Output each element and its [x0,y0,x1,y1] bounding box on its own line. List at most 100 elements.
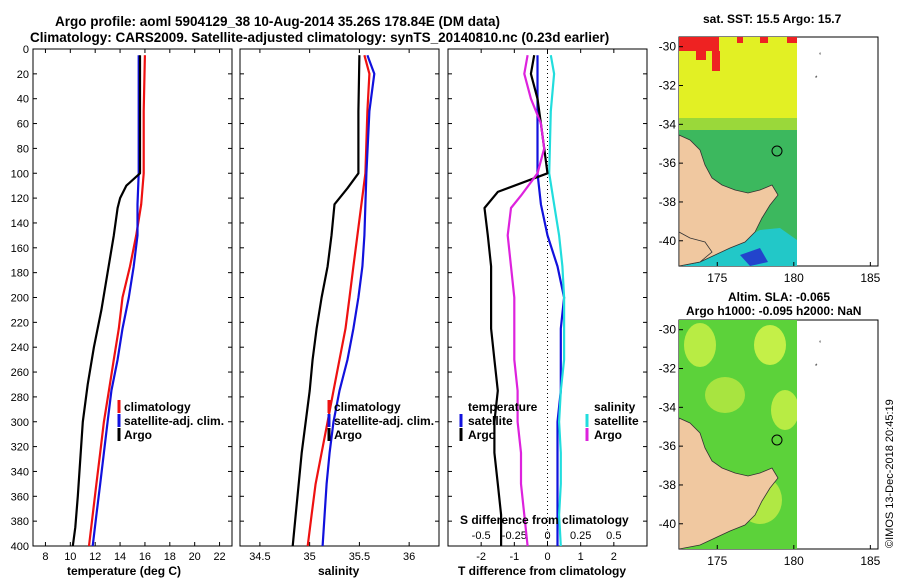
temperature-plot-frame [32,48,233,547]
salinity-series [291,54,376,547]
sla-anomaly [771,390,797,430]
island-marker: ° [819,341,822,347]
temperature-series [71,55,146,547]
series-line-t-satellite [536,55,566,546]
temperature-x-axis: 8 10 12 14 16 18 20 22 [42,49,226,563]
y-tick-label: 400 [11,541,29,553]
land-north-island [679,231,713,266]
legend-label-argo: Argo [334,428,362,442]
x-tick-label: 34.5 [249,551,270,563]
y-tick-label: 180 [11,268,29,280]
land-north-island [679,417,779,549]
salinity-y-axis [240,48,439,547]
y-tick-label: 140 [11,218,29,230]
x2-tick-label: 0.25 [570,530,591,542]
map-x-tick-label: 175 [707,271,727,285]
x-tick-label: 35.5 [349,551,370,563]
sst-warm-patch [712,51,720,71]
sla-axes: 175 180 185 -30 -32 -34 -36 -38 -40 [659,323,881,568]
y-tick-label: 160 [11,243,29,255]
island-marker: ° [819,53,822,59]
sla-map: Altim. SLA: -0.065 Argo h1000: -0.095 h2… [659,290,881,568]
temperature-y-axis: 0 20 40 60 80 100 120 140 160 180 200 220 240 260 280 3… [11,44,232,553]
argo-location-marker [771,434,783,446]
temperature-legend: climatology satellite-adj. clim. Argo [117,400,224,442]
y-tick-label: 340 [11,466,29,478]
y-tick-label: 380 [11,516,29,528]
map-y-tick-label: -30 [659,323,677,337]
sla-map-title-1: Altim. SLA: -0.065 [728,290,830,304]
credit-text: ©IMOS 13-Dec-2018 20:45:19 [884,399,896,548]
x-tick-label: 1 [578,551,584,563]
x2-tick-label: -0.25 [502,530,527,542]
y-tick-label: 280 [11,392,29,404]
legend-label-s-satellite: satellite [594,414,639,428]
argo-location-marker [771,145,783,157]
legend-label-t-argo: Argo [468,428,496,442]
y-tick-label: 360 [11,491,29,503]
x-tick-label: 20 [189,551,201,563]
legend-label-satellite: satellite-adj. clim. [334,414,434,428]
difference-x-label: T difference from climatology [458,564,626,578]
x-tick-label: 36 [403,551,415,563]
map-x-tick-label: 180 [784,554,804,568]
x-tick-label: 2 [611,551,617,563]
legend-label-satellite: satellite-adj. clim. [124,414,224,428]
y-tick-label: 60 [17,119,29,131]
map-y-tick-label: -36 [659,439,677,453]
series-line-climatology [306,54,371,547]
map-y-tick-label: -30 [659,40,677,54]
sst-axes: 175 180 185 -30 -32 -34 -36 -38 -40 [659,40,881,285]
y-tick-label: 220 [11,317,29,329]
legend-title-salinity: salinity [594,400,636,414]
map-x-tick-label: 180 [784,271,804,285]
sst-warm-patch [787,37,797,43]
difference-series [483,55,566,547]
x-tick-label: -1 [509,551,519,563]
x-tick-label: 10 [64,551,76,563]
sst-map-title: sat. SST: 15.5 Argo: 15.7 [703,12,842,26]
legend-label-s-argo: Argo [594,428,622,442]
y-tick-label: 0 [23,44,29,56]
sla-anomaly [684,323,716,367]
difference-panel: -2 -1 0 1 2 -0.5 -0.25 0 0.25 0.5 T difference f… [447,48,648,578]
x2-tick-label: 0 [544,530,550,542]
y-tick-label: 120 [11,193,29,205]
sst-warm-patch [737,37,743,43]
difference-secondary-x-axis: -0.5 -0.25 0 0.25 0.5 [472,530,622,542]
map-x-tick-label: 175 [707,554,727,568]
x-tick-label: 0 [544,551,550,563]
legend-label-argo: Argo [124,428,152,442]
temperature-x-label: temperature (deg C) [67,564,181,578]
legend-label-climatology: climatology [124,400,191,414]
y-tick-label: 240 [11,342,29,354]
x2-tick-label: -0.5 [472,530,491,542]
map-y-tick-label: -38 [659,195,677,209]
land-north-island [679,134,779,266]
map-x-tick-label: 185 [860,554,880,568]
header-line-2: Climatology: CARS2009. Satellite-adjuste… [30,30,609,45]
map-x-tick-label: 185 [860,271,880,285]
sst-green-band [679,118,797,130]
difference-x2-label: S difference from climatology [460,513,629,527]
salinity-legend: climatology satellite-adj. clim. Argo [327,400,434,442]
map-y-tick-label: -34 [659,400,677,414]
salinity-plot-frame [239,48,440,547]
difference-legend: temperature salinity satellite Argo sate… [459,400,639,442]
sla-field [679,320,797,549]
map-y-tick-label: -32 [659,79,677,93]
sla-map-title-2: Argo h1000: -0.095 h2000: NaN [686,304,861,318]
sst-warm-patch [696,51,706,60]
map-y-tick-label: -36 [659,156,677,170]
map-y-tick-label: -40 [659,517,677,531]
x-tick-label: -2 [476,551,486,563]
series-line-s-satellite [548,55,566,547]
island-marker: * [815,364,818,370]
sla-anomaly [705,377,745,413]
x-tick-label: 14 [114,551,126,563]
salinity-x-axis: 34.5 35 35.5 36 [249,49,415,563]
legend-label-t-satellite: satellite [468,414,513,428]
salinity-x-label: salinity [318,564,360,578]
x-tick-label: 18 [164,551,176,563]
y-tick-label: 200 [11,293,29,305]
